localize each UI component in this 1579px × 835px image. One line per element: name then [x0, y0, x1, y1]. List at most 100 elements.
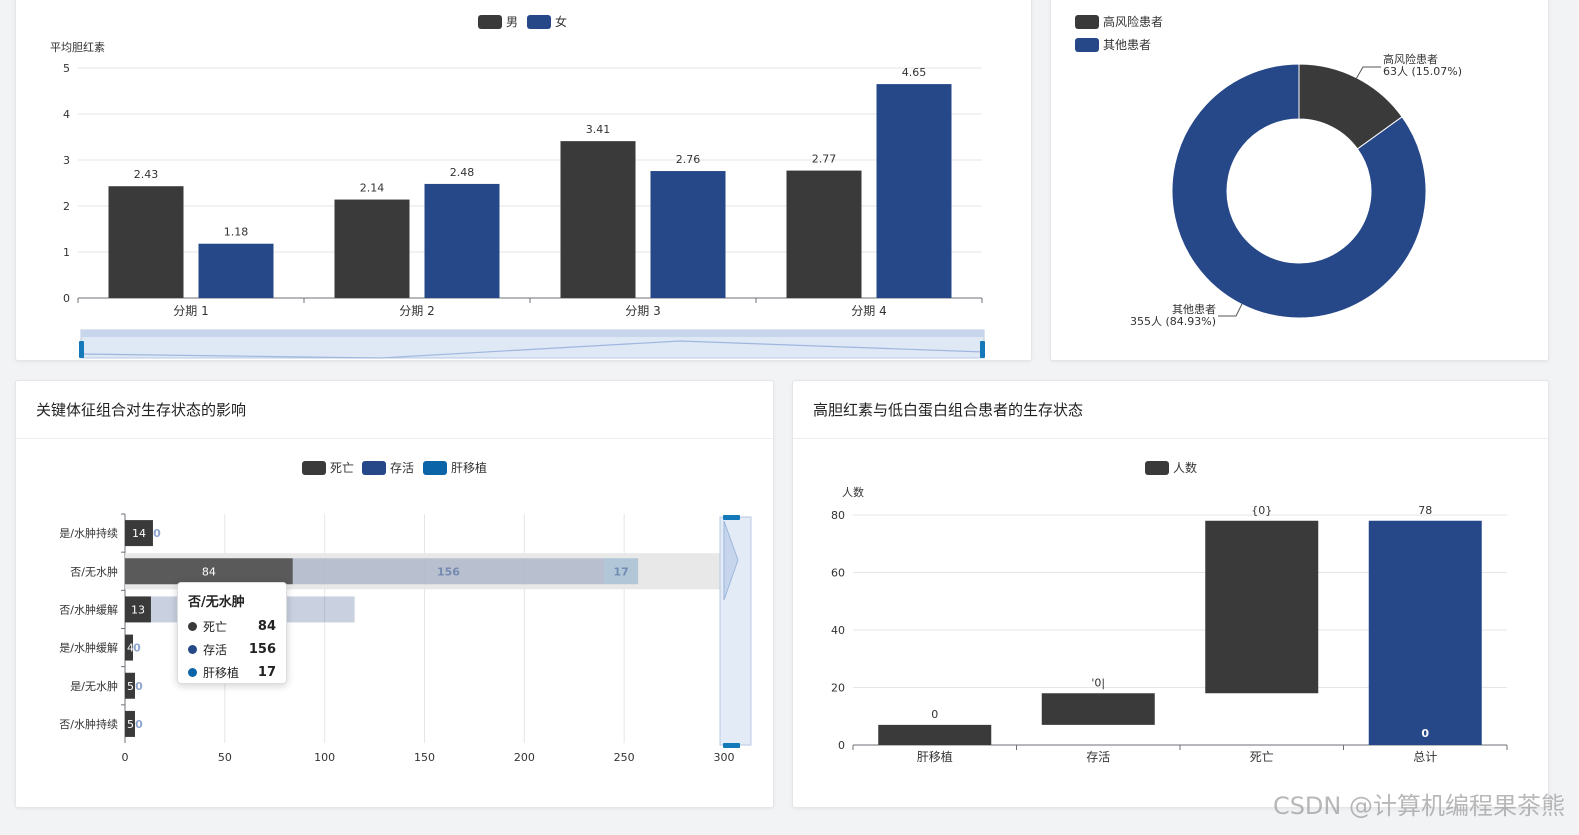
legend-count-swatch[interactable] [1145, 461, 1169, 475]
bar-女[interactable] [650, 171, 726, 298]
y-tick-label: 4 [63, 108, 70, 121]
datazoom-handle-bottom[interactable] [723, 743, 740, 748]
y-tick-label: 5 [63, 62, 70, 75]
datazoom-top-bar [81, 330, 984, 337]
bar-肝移植[interactable] [604, 558, 639, 585]
x-tick-label: 150 [414, 751, 435, 764]
y-tick-label: 2 [63, 200, 70, 213]
waterfall-bar[interactable] [878, 724, 992, 745]
label-leader-line [1218, 303, 1243, 317]
legend-female-swatch[interactable] [527, 15, 551, 29]
data-label: 2.77 [812, 153, 837, 166]
legend-high-risk-label: 高风险患者 [1103, 14, 1163, 29]
data-label: 3.41 [586, 123, 611, 136]
bar-男[interactable] [560, 141, 636, 298]
tooltip-series-name: 死亡 [203, 620, 228, 634]
datazoom-handle-left[interactable] [79, 341, 84, 358]
bar-女[interactable] [424, 183, 500, 298]
bar-女[interactable] [876, 84, 952, 298]
waterfall-bar[interactable] [1368, 520, 1482, 745]
y-tick-label: 0 [838, 739, 845, 752]
data-label: 13 [131, 603, 145, 616]
legend-transplant-swatch[interactable] [423, 461, 447, 475]
legend-high-risk-swatch[interactable] [1075, 15, 1099, 29]
data-label: 5 [127, 718, 134, 731]
x-tick-label: 200 [514, 751, 535, 764]
x-tick-label: 死亡 [1250, 750, 1274, 764]
bar-死亡[interactable] [125, 672, 135, 699]
datazoom-handle-top[interactable] [723, 515, 740, 520]
x-tick-label: 100 [314, 751, 335, 764]
bilirubin-card [15, 0, 1032, 361]
x-tick-label: 分期 2 [399, 304, 434, 318]
data-label: 1.18 [224, 226, 249, 239]
data-label: 78 [1418, 504, 1432, 517]
y-tick-label: 40 [831, 624, 845, 637]
legend-alive-label: 存活 [390, 461, 414, 475]
tooltip-series-name: 存活 [203, 643, 228, 657]
bar-死亡[interactable] [125, 634, 133, 661]
x-tick-label: 存活 [1086, 750, 1110, 764]
dot-icon [188, 622, 197, 631]
bar-死亡[interactable] [125, 520, 153, 547]
tooltip-series-value: 84 [257, 619, 276, 634]
bar-男[interactable] [334, 199, 410, 298]
y-axis-title: 人数 [842, 486, 864, 499]
data-label: 0 [153, 527, 161, 540]
data-label: 17 [614, 565, 629, 578]
datazoom-preview-line [80, 340, 985, 359]
slice-label-value: 63人 (15.07%) [1383, 65, 1462, 78]
legend-death-label: 死亡 [330, 461, 354, 475]
data-label: 0 [931, 708, 938, 721]
legend-other-swatch[interactable] [1075, 38, 1099, 52]
bar-死亡[interactable] [125, 558, 293, 585]
x-tick-label: 总计 [1413, 750, 1437, 764]
data-label: 84 [202, 565, 216, 578]
data-label: 4.65 [902, 66, 927, 79]
data-label: 0 [135, 718, 143, 731]
bar-死亡[interactable] [125, 596, 151, 623]
pie-slice-其他患者[interactable] [1171, 63, 1427, 319]
features-chart-title: 关键体征组合对生存状态的影响 [16, 381, 773, 439]
bar-女[interactable] [198, 243, 274, 298]
x-tick-label: 分期 3 [625, 304, 660, 318]
label-leader-line [1355, 66, 1381, 80]
x-tick-label: 300 [714, 751, 735, 764]
x-tick-label: 肝移植 [917, 749, 953, 764]
y-axis-title: 平均胆红素 [50, 41, 105, 54]
legend-male-swatch[interactable] [478, 15, 502, 29]
data-label: 2.43 [134, 168, 159, 181]
data-label: 2.48 [450, 166, 475, 179]
x-tick-label: 250 [614, 751, 635, 764]
tooltip-series-name: 肝移植 [203, 666, 240, 680]
bar-死亡[interactable] [125, 710, 135, 737]
x-tick-label: 0 [122, 751, 129, 764]
slice-label-value: 355人 (84.93%) [1130, 315, 1216, 328]
data-label: 156 [437, 565, 460, 578]
tooltip-row: 存活 156 [188, 638, 276, 661]
waterfall-bar[interactable] [1205, 520, 1319, 694]
data-label: 0 [135, 680, 143, 693]
x-tick-label: 分期 1 [173, 304, 208, 318]
slice-label-name: 高风险患者 [1383, 52, 1438, 66]
bar-男[interactable] [108, 186, 184, 298]
y-tick-label: 否/无水肿 [70, 564, 118, 578]
slice-label-name: 其他患者 [1172, 303, 1216, 316]
datazoom-handle-right[interactable] [980, 341, 985, 358]
y-tick-label: 3 [63, 154, 70, 167]
data-label: 2.14 [360, 182, 385, 195]
y-tick-label: 是/水肿缓解 [59, 641, 118, 655]
legend-death-swatch[interactable] [302, 461, 326, 475]
watermark: CSDN @计算机编程果茶熊 [1272, 792, 1565, 820]
datazoom-preview [723, 520, 739, 601]
waterfall-bar[interactable] [1041, 693, 1155, 725]
dot-icon [188, 668, 197, 677]
y-tick-label: 20 [831, 682, 845, 695]
y-tick-label: 60 [831, 567, 845, 580]
y-tick-label: 80 [831, 509, 845, 522]
x-tick-label: 50 [218, 751, 232, 764]
bar-男[interactable] [786, 170, 862, 298]
bar-存活[interactable] [292, 558, 605, 585]
legend-alive-swatch[interactable] [362, 461, 386, 475]
